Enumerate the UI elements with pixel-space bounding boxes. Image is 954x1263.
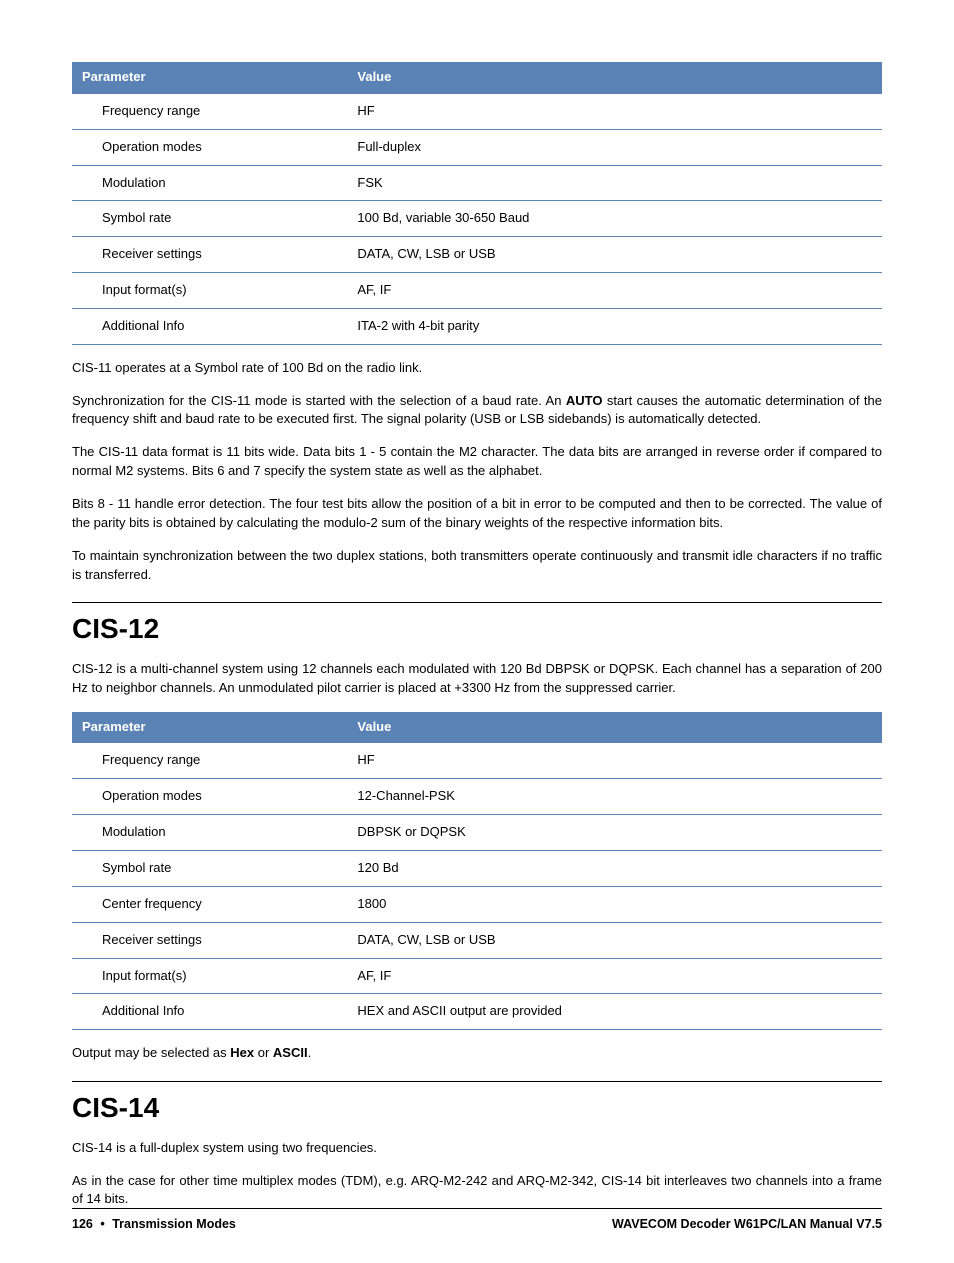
param-cell: Input format(s) [72, 958, 347, 994]
cis12-parameter-table: Parameter Value Frequency rangeHF Operat… [72, 712, 882, 1031]
bold-text: AUTO [566, 393, 603, 408]
table-row: Center frequency1800 [72, 886, 882, 922]
param-cell: Modulation [72, 165, 347, 201]
paragraph: The CIS-11 data format is 11 bits wide. … [72, 443, 882, 481]
section-heading-cis14: CIS-14 [72, 1081, 882, 1129]
page-footer: 126 • Transmission Modes WAVECOM Decoder… [72, 1208, 882, 1233]
bold-text: Hex [230, 1045, 254, 1060]
value-cell: 1800 [347, 886, 882, 922]
paragraph: Synchronization for the CIS-11 mode is s… [72, 392, 882, 430]
table-row: Operation modesFull-duplex [72, 129, 882, 165]
value-cell: DATA, CW, LSB or USB [347, 922, 882, 958]
value-cell: HEX and ASCII output are provided [347, 994, 882, 1030]
cis11-parameter-table: Parameter Value Frequency rangeHF Operat… [72, 62, 882, 345]
value-cell: AF, IF [347, 958, 882, 994]
text-span: or [254, 1045, 273, 1060]
param-cell: Additional Info [72, 994, 347, 1030]
header-parameter: Parameter [72, 62, 347, 93]
value-cell: 12-Channel-PSK [347, 779, 882, 815]
document-page: Parameter Value Frequency rangeHF Operat… [0, 0, 954, 1263]
value-cell: HF [347, 93, 882, 129]
paragraph: CIS-12 is a multi-channel system using 1… [72, 660, 882, 698]
table-row: ModulationDBPSK or DQPSK [72, 815, 882, 851]
param-cell: Receiver settings [72, 237, 347, 273]
bullet-icon: • [100, 1217, 104, 1231]
param-cell: Receiver settings [72, 922, 347, 958]
paragraph: As in the case for other time multiplex … [72, 1172, 882, 1210]
footer-left: 126 • Transmission Modes [72, 1215, 236, 1233]
param-cell: Operation modes [72, 129, 347, 165]
value-cell: ITA-2 with 4-bit parity [347, 308, 882, 344]
param-cell: Center frequency [72, 886, 347, 922]
param-cell: Modulation [72, 815, 347, 851]
table-row: Additional InfoITA-2 with 4-bit parity [72, 308, 882, 344]
param-cell: Additional Info [72, 308, 347, 344]
bold-text: ASCII [273, 1045, 308, 1060]
table-row: Operation modes12-Channel-PSK [72, 779, 882, 815]
section-heading-cis12: CIS-12 [72, 602, 882, 650]
table-header-row: Parameter Value [72, 62, 882, 93]
param-cell: Input format(s) [72, 273, 347, 309]
value-cell: 100 Bd, variable 30-650 Baud [347, 201, 882, 237]
paragraph: CIS-14 is a full-duplex system using two… [72, 1139, 882, 1158]
paragraph: CIS-11 operates at a Symbol rate of 100 … [72, 359, 882, 378]
footer-page-number: 126 [72, 1217, 93, 1231]
footer-section-name: Transmission Modes [112, 1217, 236, 1231]
header-value: Value [347, 712, 882, 743]
param-cell: Operation modes [72, 779, 347, 815]
value-cell: DATA, CW, LSB or USB [347, 237, 882, 273]
value-cell: HF [347, 743, 882, 779]
param-cell: Frequency range [72, 93, 347, 129]
text-span: Synchronization for the CIS-11 mode is s… [72, 393, 566, 408]
value-cell: FSK [347, 165, 882, 201]
value-cell: Full-duplex [347, 129, 882, 165]
table-row: Receiver settingsDATA, CW, LSB or USB [72, 237, 882, 273]
header-parameter: Parameter [72, 712, 347, 743]
value-cell: DBPSK or DQPSK [347, 815, 882, 851]
value-cell: AF, IF [347, 273, 882, 309]
param-cell: Symbol rate [72, 201, 347, 237]
footer-right: WAVECOM Decoder W61PC/LAN Manual V7.5 [612, 1215, 882, 1233]
table-row: Receiver settingsDATA, CW, LSB or USB [72, 922, 882, 958]
param-cell: Symbol rate [72, 851, 347, 887]
table-row: Frequency rangeHF [72, 743, 882, 779]
text-span: . [308, 1045, 312, 1060]
table-row: ModulationFSK [72, 165, 882, 201]
value-cell: 120 Bd [347, 851, 882, 887]
table-row: Symbol rate120 Bd [72, 851, 882, 887]
param-cell: Frequency range [72, 743, 347, 779]
table-row: Input format(s)AF, IF [72, 273, 882, 309]
header-value: Value [347, 62, 882, 93]
table-header-row: Parameter Value [72, 712, 882, 743]
paragraph: Bits 8 - 11 handle error detection. The … [72, 495, 882, 533]
paragraph: To maintain synchronization between the … [72, 547, 882, 585]
table-row: Input format(s)AF, IF [72, 958, 882, 994]
table-row: Symbol rate100 Bd, variable 30-650 Baud [72, 201, 882, 237]
table-row: Frequency rangeHF [72, 93, 882, 129]
table-row: Additional InfoHEX and ASCII output are … [72, 994, 882, 1030]
paragraph: Output may be selected as Hex or ASCII. [72, 1044, 882, 1063]
text-span: Output may be selected as [72, 1045, 230, 1060]
